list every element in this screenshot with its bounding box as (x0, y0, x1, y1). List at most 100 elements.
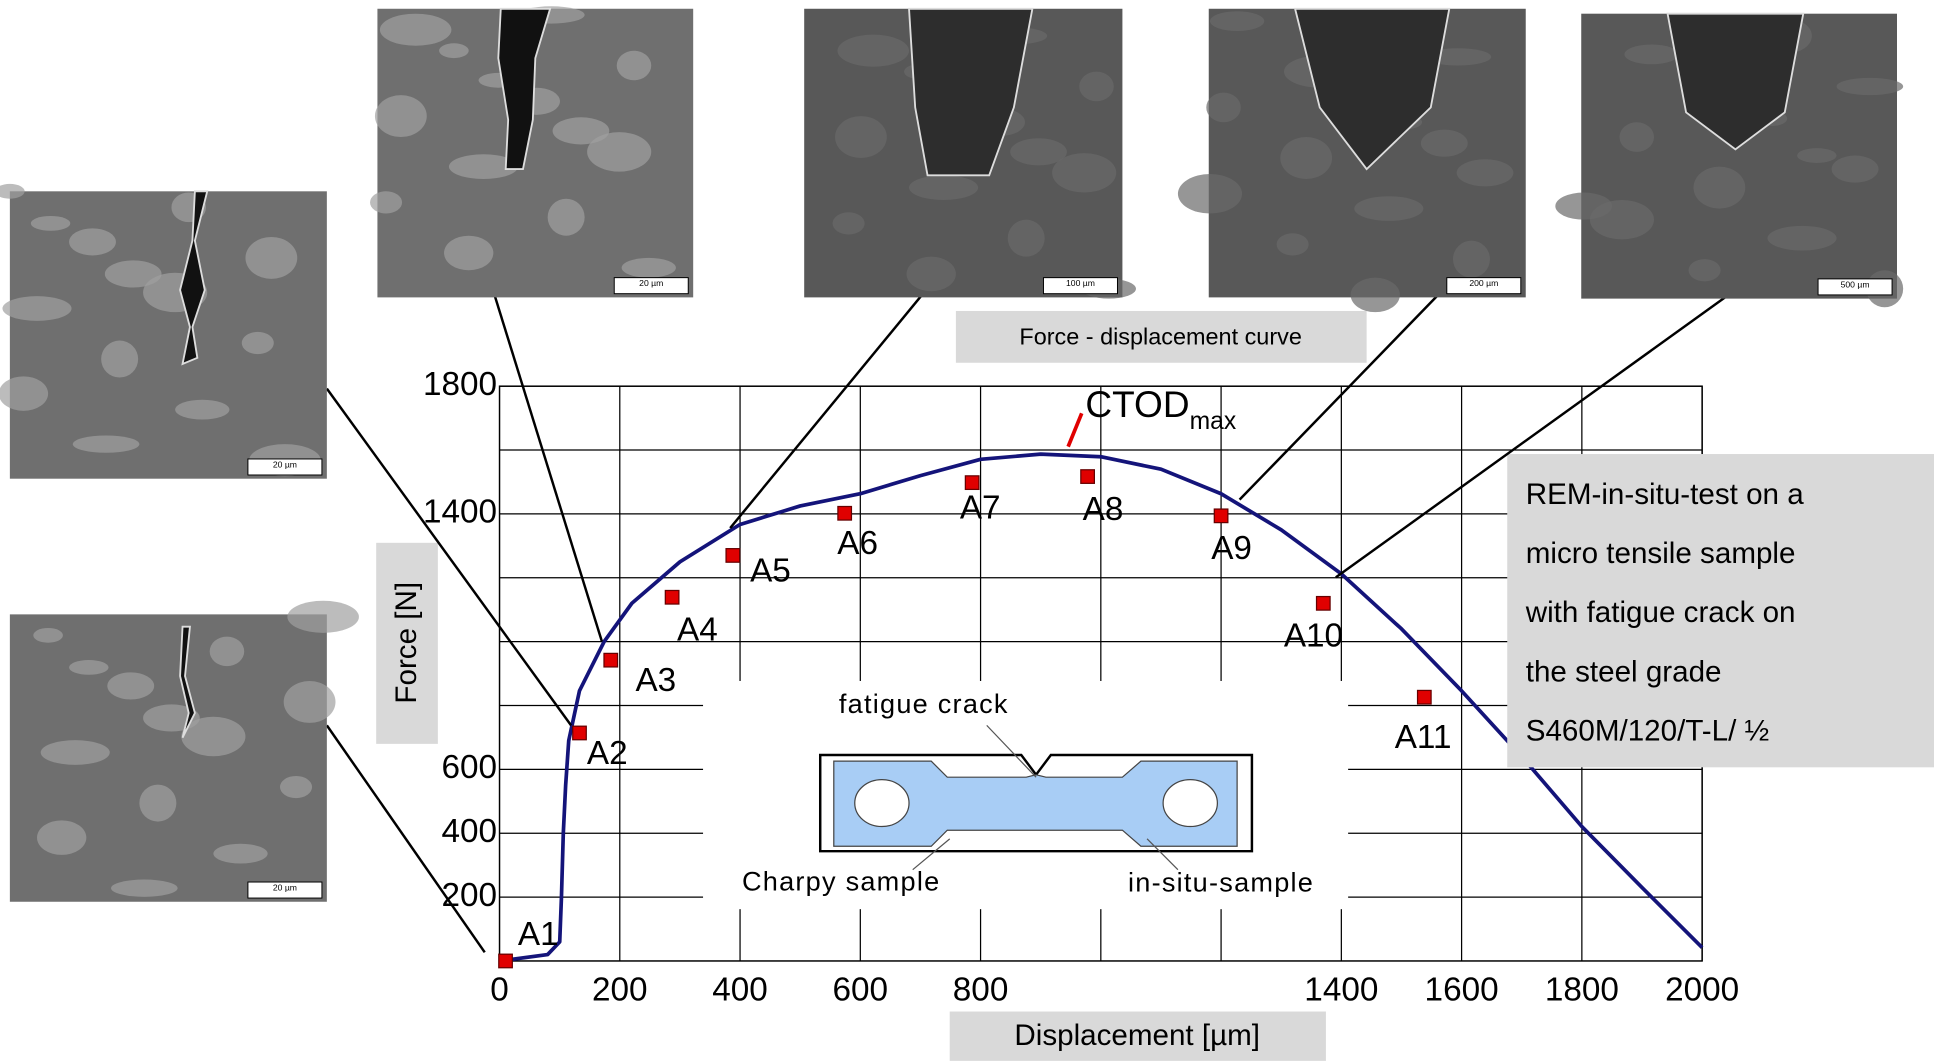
scale-label: 20 µm (639, 278, 663, 288)
image-texture (906, 256, 956, 292)
point-label: A11 (1395, 719, 1452, 756)
image-texture (283, 680, 336, 723)
image-texture (374, 95, 427, 138)
image-texture (241, 331, 274, 355)
point-label: A4 (677, 612, 718, 649)
image-texture (1688, 259, 1721, 282)
point-label: A5 (750, 552, 791, 589)
sem-image: 200 µm (1177, 7, 1526, 313)
point-label: A1 (518, 916, 559, 953)
image-texture (837, 34, 910, 67)
y-tick-label: 200 (442, 877, 498, 914)
image-texture (287, 600, 359, 633)
point-marker (603, 652, 619, 668)
image-texture (439, 43, 469, 59)
title-box (955, 310, 1367, 363)
image-texture (1177, 174, 1243, 214)
point-marker (1416, 689, 1432, 705)
sem-image: 20 µm (9, 600, 359, 902)
image-texture (1555, 192, 1613, 220)
note-line: REM-in-situ-test on a (1526, 478, 1804, 511)
sample-sketch (818, 724, 1254, 871)
image-crack (179, 625, 196, 739)
image-crack (497, 7, 552, 171)
image-crack (1293, 7, 1451, 171)
image-texture (1619, 122, 1655, 152)
image-texture (213, 843, 268, 864)
point-marker (1080, 469, 1095, 484)
image-texture (1624, 44, 1679, 65)
point-label: A8 (1083, 491, 1124, 528)
x-tick-label: 1800 (1545, 972, 1619, 1009)
scale-bar (1042, 277, 1118, 295)
image-texture (1276, 233, 1309, 256)
image-texture (2, 296, 72, 321)
point-label: A2 (587, 735, 628, 772)
sem-images: 20 µm 20 µm 20 µm 100 µm 200 µm 500 µm (0, 6, 1904, 902)
image-texture (0, 376, 49, 411)
y-tick-label: 1800 (423, 366, 497, 403)
curve (499, 452, 1704, 963)
x-tick-label: 1600 (1425, 972, 1499, 1009)
image-texture (1007, 219, 1045, 257)
x-tick-label: 2000 (1665, 972, 1739, 1009)
x-tick-label: 800 (953, 972, 1009, 1009)
point-marker (725, 548, 741, 563)
annotation-subscript: max (1190, 407, 1237, 434)
image-texture (72, 435, 140, 453)
image-texture (69, 660, 109, 675)
image-texture (1280, 137, 1333, 179)
plot: 0 200 400 600 800 1400 1600 1800 2000 200 400 600 14… (423, 366, 1739, 1009)
sample-label: fatigue crack (839, 688, 1009, 719)
sem-image: 500 µm (1555, 12, 1904, 308)
image-texture (69, 228, 116, 256)
point-label: A9 (1211, 530, 1252, 567)
note-box (1507, 454, 1934, 768)
x-tick-label: 200 (592, 972, 648, 1009)
image-texture (0, 183, 25, 199)
point-marker (1315, 595, 1331, 611)
image-texture (587, 132, 652, 172)
annotation-text: CTOD (1085, 384, 1189, 425)
scale-bar (1446, 277, 1522, 295)
image-texture (1420, 129, 1468, 157)
chart-title: Force - displacement curve (1019, 323, 1301, 349)
image-texture (835, 116, 887, 159)
point-label: A6 (837, 525, 878, 562)
sem-image: 20 µm (370, 6, 694, 298)
image-texture (175, 399, 230, 420)
y-tick-label: 400 (442, 813, 498, 850)
scale-label: 20 µm (273, 882, 297, 892)
image-texture (101, 340, 139, 378)
image-texture (1209, 11, 1265, 31)
image-crack (1666, 12, 1805, 151)
image-texture (909, 175, 979, 200)
scale-label: 20 µm (273, 459, 297, 469)
image-texture (104, 260, 162, 288)
x-tick-label: 1400 (1304, 972, 1378, 1009)
image-texture (552, 117, 610, 145)
note-line: micro tensile sample (1526, 537, 1796, 570)
image-texture (1350, 277, 1400, 313)
image-texture (547, 198, 585, 236)
x-axis-label: Displacement [µm] (1014, 1019, 1260, 1052)
image-texture (245, 236, 298, 279)
x-label-box (949, 1011, 1326, 1061)
image-texture (139, 784, 177, 822)
point-marker (1213, 508, 1229, 524)
point-marker (664, 589, 680, 605)
y-tick-label: 1400 (423, 494, 497, 531)
image-texture (279, 775, 313, 799)
annotation: CTODmax (1085, 384, 1236, 435)
image-texture (1836, 77, 1904, 96)
image-texture (1797, 148, 1837, 163)
point-marker (837, 505, 853, 521)
scale-bar (613, 277, 689, 295)
point-marker (572, 725, 587, 741)
point-marker (498, 953, 513, 969)
image-texture (1052, 153, 1117, 193)
point-label: A3 (635, 662, 676, 699)
image-texture (30, 215, 71, 231)
scale-label: 200 µm (1469, 278, 1498, 288)
